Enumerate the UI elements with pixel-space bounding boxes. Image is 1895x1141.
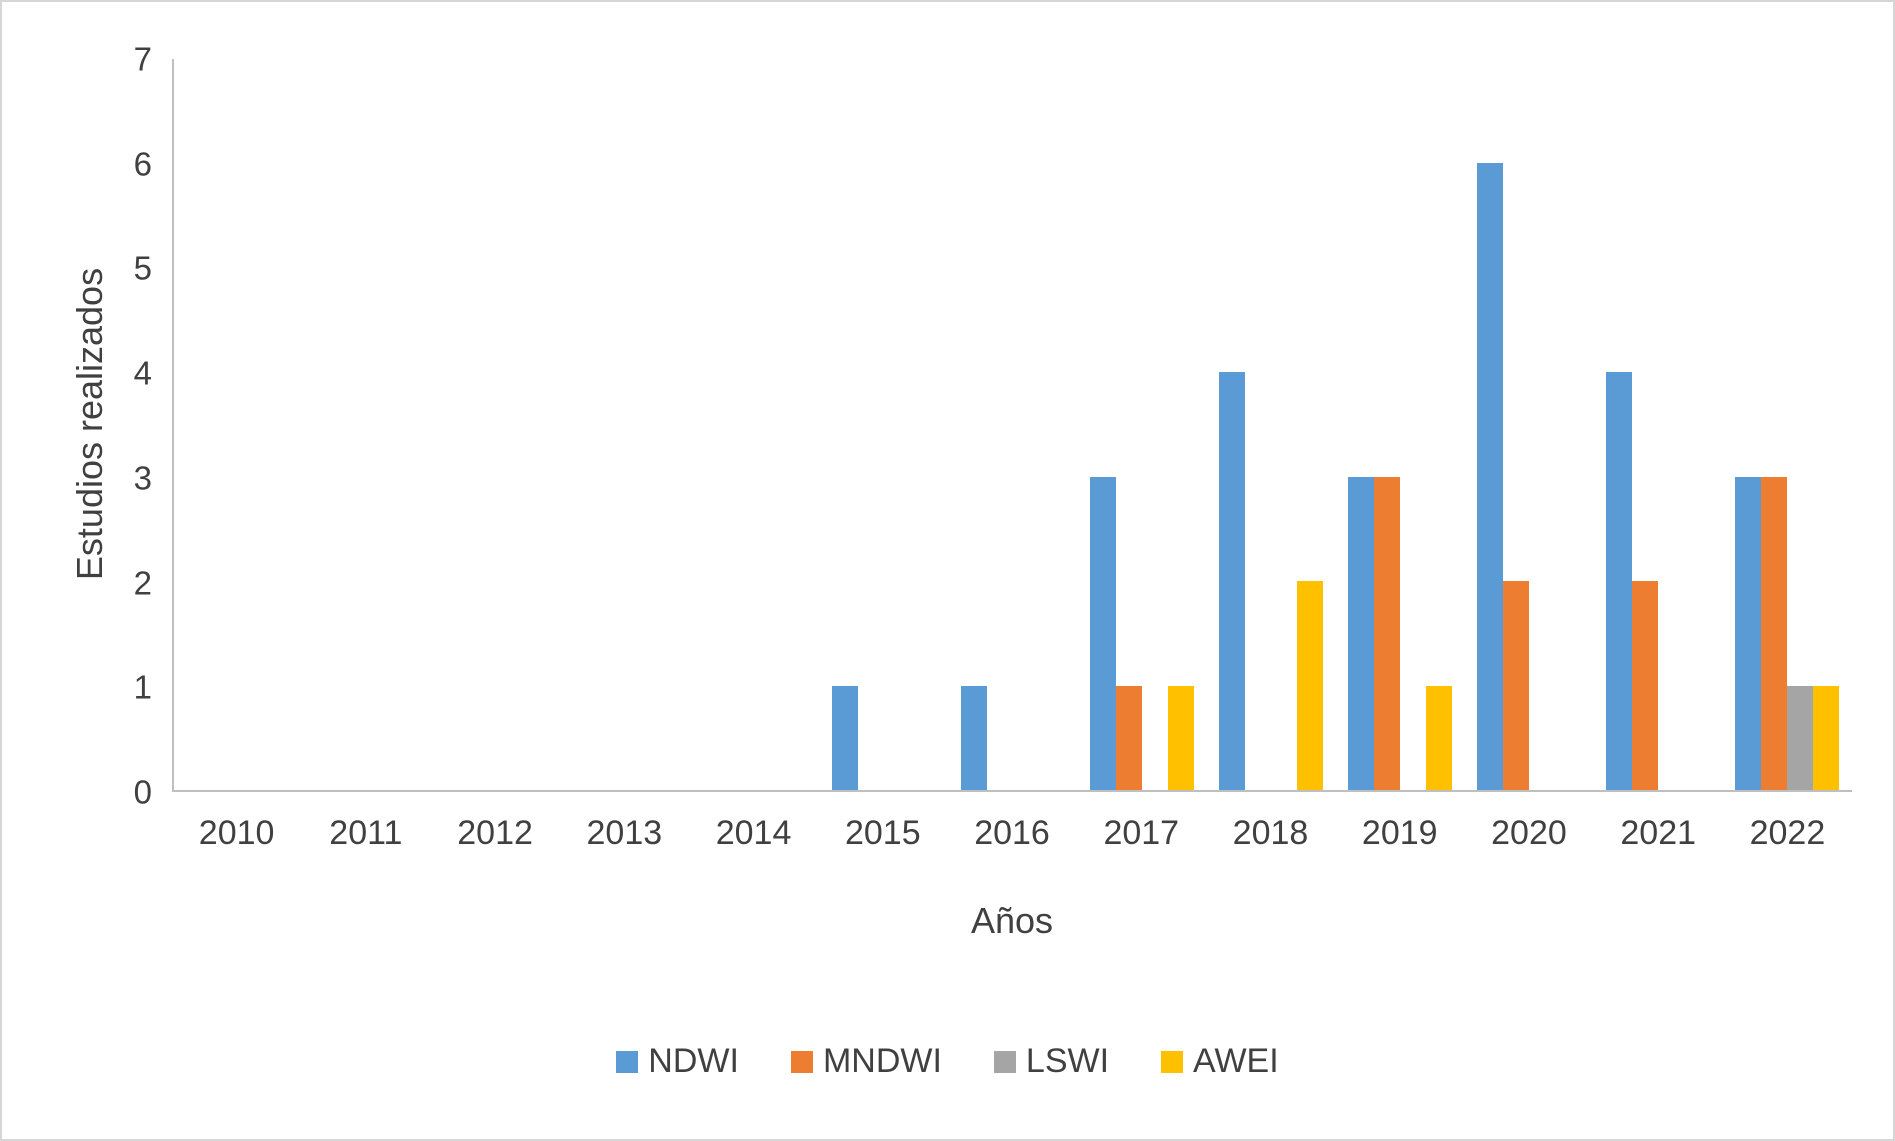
- bar-MNDWI-2022: [1761, 476, 1788, 790]
- x-tick-label-2013: 2013: [586, 814, 663, 852]
- bar-NDWI-2018: [1219, 372, 1246, 790]
- y-tick-label-5: 5: [133, 249, 152, 287]
- x-tick-label-2020: 2020: [1491, 814, 1567, 852]
- x-tick-label-2016: 2016: [974, 814, 1050, 852]
- category-group-2011: [303, 59, 432, 790]
- category-group-2019: [1336, 59, 1465, 790]
- plot-area: [172, 59, 1852, 792]
- x-axis-labels: 2010 2011 2012 2013 2014 2015 2016 2017 2018 2019…: [172, 814, 1852, 853]
- y-tick-label-0: 0: [133, 773, 152, 811]
- legend-item-MNDWI: MNDWI: [790, 1042, 942, 1081]
- legend-swatch-MNDWI: [790, 1050, 813, 1073]
- y-tick-label-7: 7: [133, 40, 152, 78]
- y-tick-label-2: 2: [133, 564, 152, 602]
- y-tick-label-6: 6: [133, 145, 152, 183]
- bar-NDWI-2017: [1090, 476, 1117, 790]
- x-tick-label-2018: 2018: [1232, 814, 1309, 852]
- category-group-2014: [690, 59, 819, 790]
- bar-NDWI-2020: [1477, 163, 1504, 790]
- bar-AWEI-2017: [1168, 685, 1195, 790]
- legend-label-NDWI: NDWI: [648, 1042, 739, 1080]
- category-group-2013: [561, 59, 690, 790]
- category-group-2016: [948, 59, 1077, 790]
- bar-MNDWI-2020: [1503, 581, 1530, 790]
- x-axis-title: Años: [970, 900, 1054, 941]
- legend: NDWI MNDWI LSWI AWEI: [2, 1042, 1893, 1081]
- y-axis-ticks: 0 1 2 3 4 5 6 7: [2, 43, 152, 809]
- x-tick-label-2022: 2022: [1749, 814, 1826, 852]
- legend-swatch-AWEI: [1161, 1050, 1184, 1073]
- category-group-2015: [819, 59, 948, 790]
- x-tick-label-2010: 2010: [198, 814, 275, 852]
- category-group-2012: [432, 59, 561, 790]
- y-tick-label-4: 4: [133, 354, 152, 392]
- x-tick-label-2011: 2011: [329, 814, 403, 852]
- legend-swatch-LSWI: [993, 1050, 1016, 1073]
- bar-NDWI-2022: [1735, 476, 1762, 790]
- x-tick-label-2012: 2012: [457, 814, 533, 852]
- x-tick-label-2019: 2019: [1361, 814, 1438, 852]
- legend-item-NDWI: NDWI: [616, 1042, 739, 1081]
- bar-AWEI-2022: [1813, 685, 1840, 790]
- category-group-2021: [1594, 59, 1723, 790]
- bar-MNDWI-2019: [1374, 476, 1401, 790]
- x-tick-label-2021: 2021: [1620, 814, 1697, 852]
- bar-NDWI-2021: [1606, 372, 1633, 790]
- x-tick-label-2014: 2014: [715, 814, 792, 852]
- bar-MNDWI-2021: [1632, 581, 1659, 790]
- legend-label-LSWI: LSWI: [1025, 1042, 1110, 1080]
- category-group-2018: [1207, 59, 1336, 790]
- category-group-2010: [174, 59, 303, 790]
- bar-NDWI-2016: [961, 685, 987, 790]
- category-group-2022: [1723, 59, 1852, 790]
- bar-NDWI-2015: [831, 685, 858, 790]
- bar-AWEI-2018: [1297, 581, 1324, 790]
- legend-swatch-NDWI: [616, 1050, 639, 1073]
- y-tick-label-1: 1: [133, 668, 152, 706]
- bar-MNDWI-2017: [1116, 685, 1143, 790]
- x-tick-label-2015: 2015: [844, 814, 921, 852]
- legend-label-AWEI: AWEI: [1193, 1042, 1279, 1080]
- y-tick-label-3: 3: [133, 459, 152, 497]
- x-tick-label-2017: 2017: [1103, 814, 1180, 852]
- category-group-2020: [1465, 59, 1594, 790]
- legend-label-MNDWI: MNDWI: [822, 1042, 942, 1080]
- category-group-2017: [1078, 59, 1207, 790]
- legend-item-AWEI: AWEI: [1161, 1042, 1279, 1081]
- bar-AWEI-2019: [1426, 685, 1453, 790]
- bar-NDWI-2019: [1348, 476, 1375, 790]
- bar-LSWI-2022: [1787, 685, 1814, 790]
- legend-item-LSWI: LSWI: [993, 1042, 1110, 1081]
